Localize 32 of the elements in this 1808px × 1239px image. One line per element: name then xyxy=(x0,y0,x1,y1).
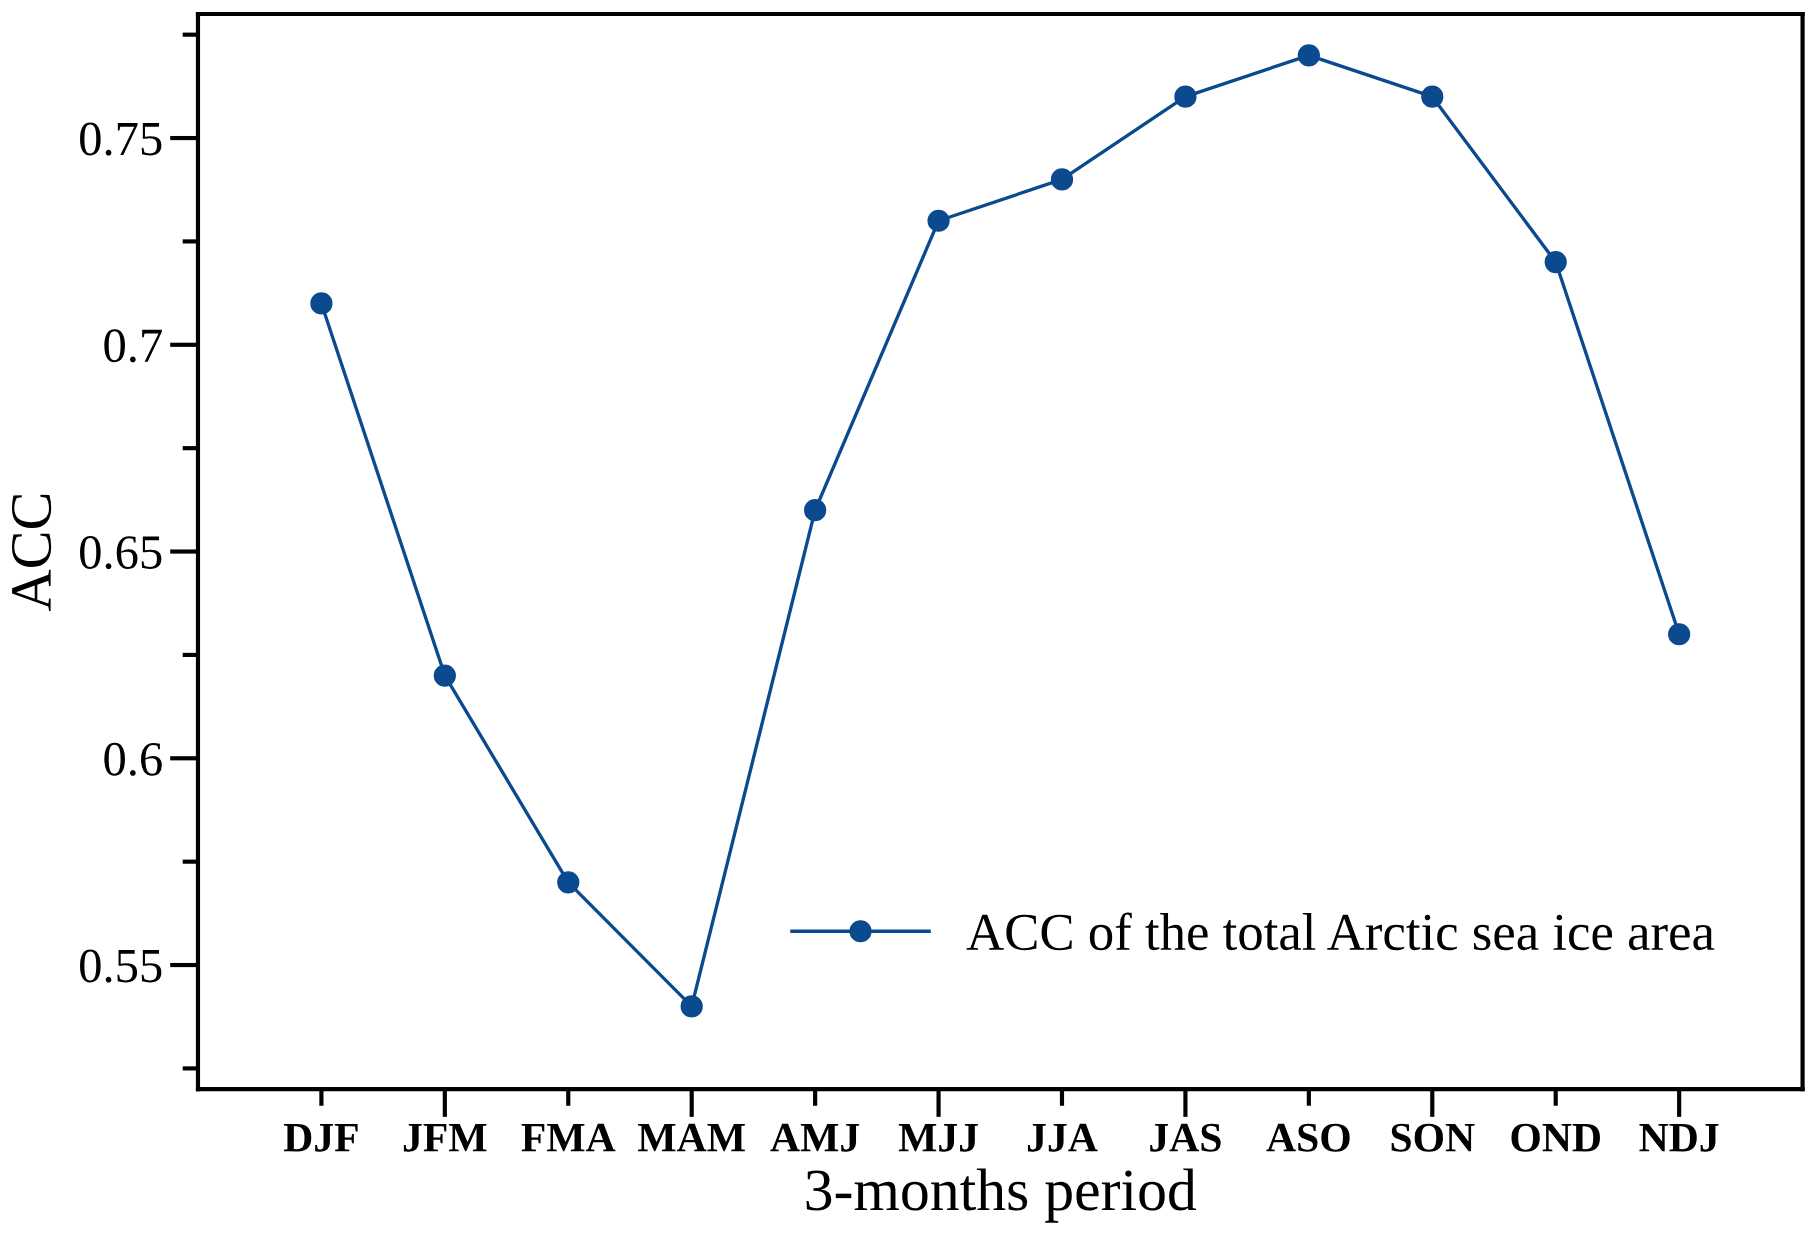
x-tick-label: MAM xyxy=(638,1123,745,1152)
point xyxy=(927,209,950,232)
y-tick-label: 0.75 xyxy=(80,122,162,156)
x-tick-label: MJJ xyxy=(898,1124,978,1152)
x-tick-label: JJA xyxy=(1027,1123,1098,1152)
point xyxy=(310,292,333,315)
point xyxy=(1297,44,1320,67)
point xyxy=(1050,168,1074,191)
point xyxy=(680,995,703,1018)
x-tick-label: NDJ xyxy=(1639,1124,1719,1152)
y-tick-label: 0.6 xyxy=(104,742,162,776)
point xyxy=(1174,85,1197,108)
y-tick-label: 0.7 xyxy=(104,329,162,363)
point xyxy=(804,499,827,522)
point xyxy=(557,871,580,894)
x-tick-label: AMJ xyxy=(770,1123,860,1152)
point xyxy=(433,664,456,687)
point xyxy=(1668,623,1691,646)
x-tick-label: JAS xyxy=(1150,1123,1221,1152)
y-axis-title: ACC xyxy=(11,494,52,611)
x-tick-label: OND xyxy=(1511,1123,1600,1152)
x-axis-title: 3-months period xyxy=(806,1168,1197,1223)
point xyxy=(1544,250,1567,274)
point xyxy=(1421,85,1444,108)
x-tick-label: ASO xyxy=(1266,1123,1350,1152)
x-tick-label: DJF xyxy=(283,1124,358,1152)
y-tick-label: 0.55 xyxy=(80,949,162,983)
y-tick-label: 0.65 xyxy=(80,536,162,570)
x-tick-label: JFM xyxy=(403,1124,487,1152)
legend-label: ACC of the total Arctic sea ice area xyxy=(966,912,1715,951)
x-tick-label: FMA xyxy=(521,1123,616,1152)
x-tick-label: SON xyxy=(1391,1123,1475,1152)
